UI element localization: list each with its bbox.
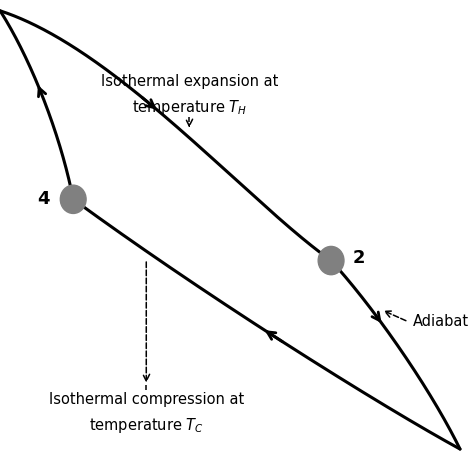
- Text: temperature $T_C$: temperature $T_C$: [89, 416, 204, 435]
- Circle shape: [318, 246, 344, 275]
- Text: 2: 2: [353, 249, 365, 267]
- Text: Isothermal compression at: Isothermal compression at: [49, 392, 244, 407]
- Text: 4: 4: [37, 190, 50, 208]
- Text: Isothermal expansion at: Isothermal expansion at: [100, 74, 278, 89]
- Text: Adiabat: Adiabat: [413, 314, 469, 329]
- Text: temperature $T_H$: temperature $T_H$: [132, 98, 247, 117]
- Circle shape: [60, 185, 86, 213]
